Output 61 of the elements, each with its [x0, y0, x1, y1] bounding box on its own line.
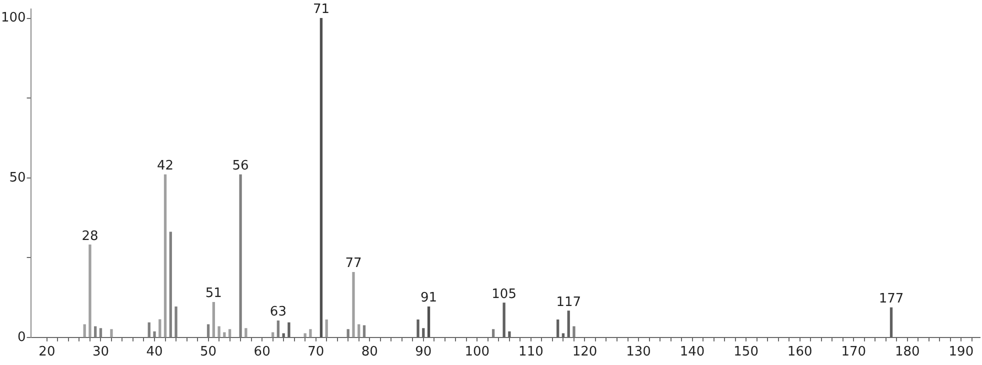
y-tick-label: 0	[18, 330, 26, 345]
annotation: 105	[492, 286, 516, 302]
annotation: 117	[556, 294, 582, 310]
annotation: 71	[312, 2, 330, 18]
x-tick-label: 140	[680, 344, 705, 360]
x-tick-label: 60	[254, 344, 270, 360]
x-tick-label: 130	[626, 344, 651, 360]
bar	[239, 174, 242, 338]
x-tick-label: 90	[415, 344, 432, 360]
annotation: 63	[270, 304, 286, 320]
bar	[218, 326, 220, 338]
bar	[276, 320, 280, 338]
x-tick-label: 70	[308, 344, 324, 360]
annotation: 28	[82, 228, 98, 244]
bar	[346, 329, 350, 338]
bar	[572, 326, 576, 338]
annotation: 42	[156, 158, 174, 174]
x-tick-label: 100	[464, 344, 490, 360]
bar	[320, 18, 323, 338]
bar	[174, 306, 178, 338]
x-tick-label: 150	[734, 344, 758, 360]
bar	[206, 324, 210, 338]
bar	[99, 328, 102, 338]
x-tick-label: 180	[894, 344, 920, 360]
bar	[83, 324, 86, 338]
bar	[427, 306, 430, 338]
x-tick-label: 30	[92, 344, 109, 360]
bar	[212, 302, 215, 338]
bar	[352, 272, 355, 338]
x-tick-label: 110	[518, 344, 544, 360]
bar	[148, 322, 150, 338]
bar	[325, 320, 328, 338]
annotation: 51	[205, 286, 222, 302]
y-tick-label: 100	[0, 10, 26, 26]
annotation: 77	[345, 256, 362, 272]
x-tick-label: 190	[948, 344, 974, 360]
bar	[153, 331, 156, 338]
annotation: 56	[232, 158, 249, 174]
x-tick-label: 80	[361, 344, 378, 360]
bar	[94, 326, 97, 338]
annotation: 91	[420, 290, 438, 306]
x-tick-label: 20	[38, 344, 56, 360]
bar	[228, 329, 232, 338]
bar	[244, 328, 248, 338]
x-tick-label: 40	[146, 344, 163, 360]
bar	[304, 333, 306, 338]
bar	[158, 319, 162, 338]
x-tick-label: 50	[200, 344, 217, 360]
bar	[309, 329, 312, 338]
bar	[362, 325, 366, 338]
bar	[88, 244, 92, 338]
bar	[164, 174, 167, 338]
x-tick-label: 170	[841, 344, 866, 360]
bar	[358, 324, 360, 338]
x-tick-label: 120	[572, 344, 598, 360]
x-tick-label: 160	[787, 344, 812, 360]
y-tick-label: 50	[9, 170, 26, 186]
annotation: 177	[878, 292, 904, 307]
bar	[169, 232, 172, 338]
bar	[492, 329, 495, 338]
bar	[110, 329, 113, 338]
